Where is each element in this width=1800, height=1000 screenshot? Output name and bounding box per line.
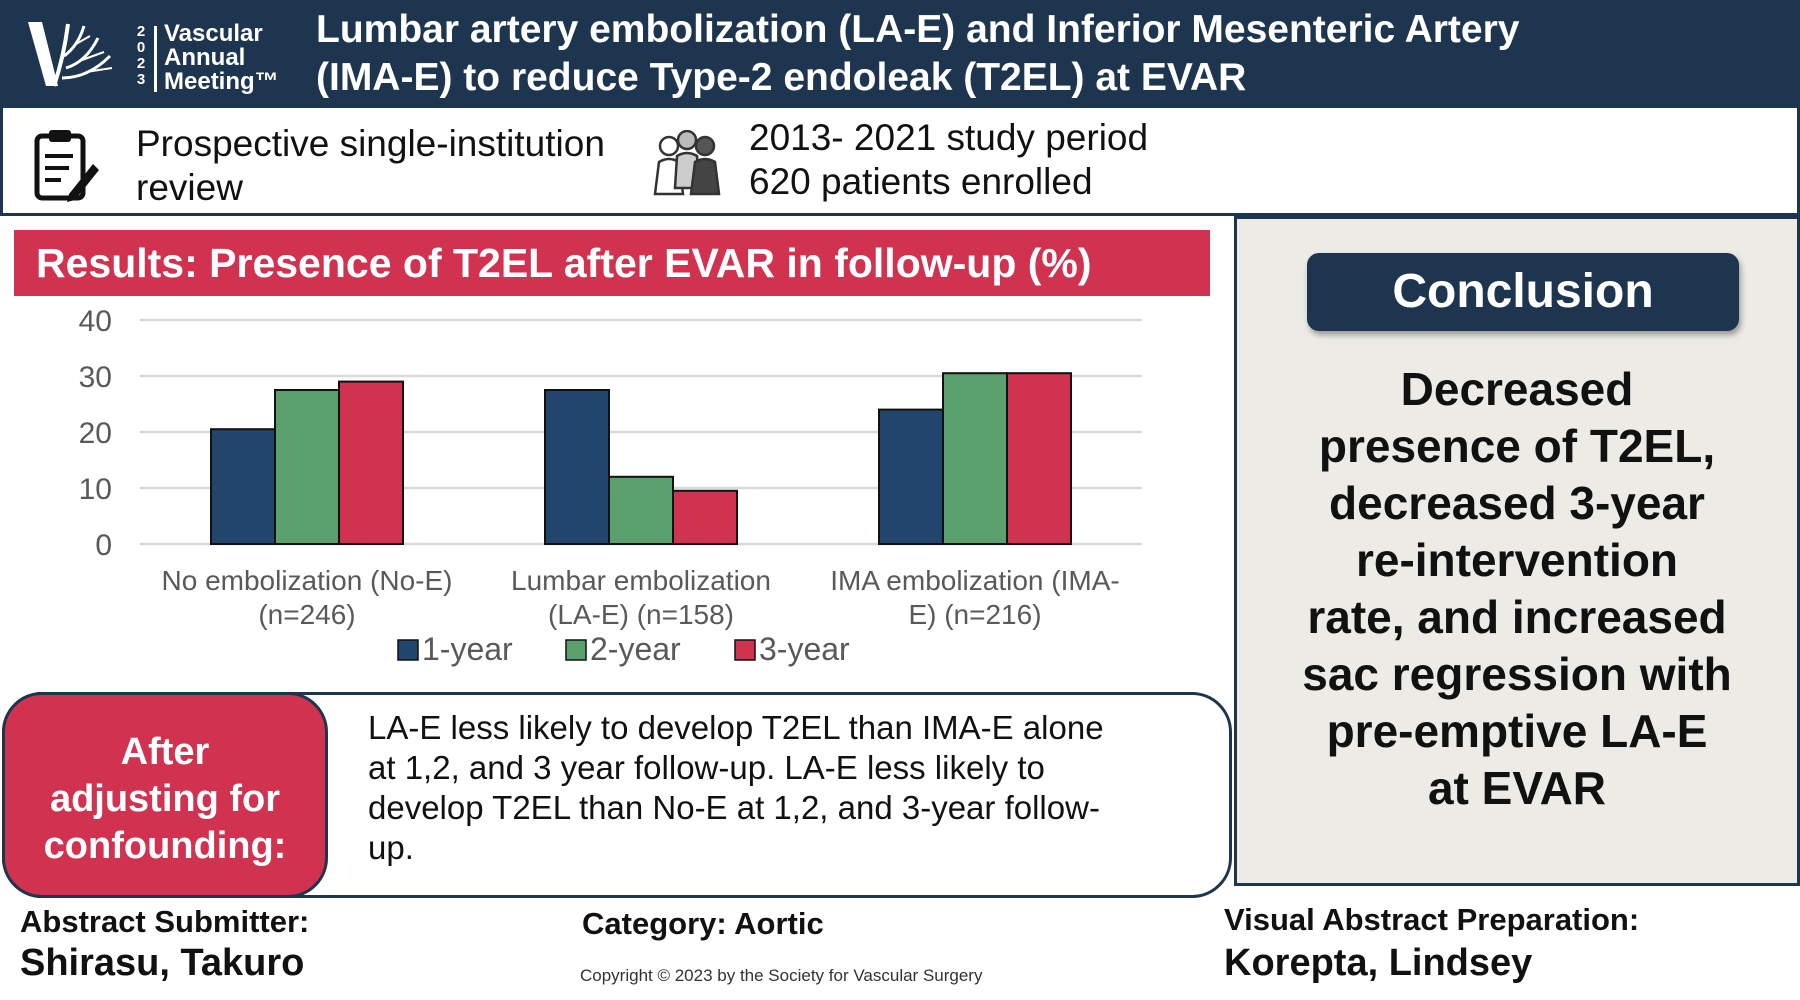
y-tick-label: 20 xyxy=(79,417,112,450)
category-label: Category: Aortic xyxy=(582,906,824,941)
t2el-bar-chart: 0 10 20 30 40 No embolization (No-E)(n=246) Lu… xyxy=(79,305,1142,667)
legend-swatch-3-year xyxy=(734,639,756,661)
conclusion-text: Decreased presence of T2EL, decreased 3-… xyxy=(1302,363,1732,814)
y-tick-label: 0 xyxy=(95,529,112,562)
prep-name: Korepta, Lindsey xyxy=(1224,942,1533,984)
submitter-name: Shirasu, Takuro xyxy=(20,942,305,984)
adjusted-findings-text: LA-E less likely to develop T2EL than IM… xyxy=(368,709,1104,866)
submitter-label: Abstract Submitter: xyxy=(20,904,310,939)
study-design-text: Prospective single-institution review xyxy=(136,123,605,208)
results-banner: Results: Presence of T2EL after EVAR in … xyxy=(14,230,1210,296)
bar-1-year xyxy=(544,389,610,545)
people-group-icon xyxy=(653,130,721,196)
header-bar: 2 0 2 3 Vascular Annual Meeting™ Lumbar … xyxy=(0,0,1800,108)
logo-divider xyxy=(154,26,157,92)
adjusting-label: After adjusting for confounding: xyxy=(2,692,328,898)
copyright-text: Copyright © 2023 by the Society for Vasc… xyxy=(580,966,983,985)
x-category-label: (n=246) xyxy=(258,599,355,630)
legend-swatch-1-year xyxy=(397,639,419,661)
conclusion-panel: Conclusion Decreased presence of T2EL, d… xyxy=(1234,216,1800,886)
logo-year: 2 0 2 3 xyxy=(136,23,146,88)
prep-label: Visual Abstract Preparation: xyxy=(1224,902,1640,937)
study-period-text: 2013- 2021 study period 620 patients enr… xyxy=(749,117,1149,202)
x-category-label: E) (n=216) xyxy=(908,599,1041,630)
bar-2-year xyxy=(274,389,340,545)
bar-3-year xyxy=(1006,372,1072,545)
legend-swatch-2-year xyxy=(565,639,587,661)
y-tick-label: 30 xyxy=(79,361,112,394)
y-tick-label: 40 xyxy=(79,305,112,338)
vascular-tree-logo-icon xyxy=(28,22,113,87)
logo-text: Vascular Annual Meeting™ xyxy=(164,20,279,95)
study-info-strip: Prospective single-institution review 20… xyxy=(0,108,1800,216)
bar-1-year xyxy=(878,408,944,545)
x-category-label: No embolization (No-E) xyxy=(162,565,453,596)
x-category-label: IMA embolization (IMA- xyxy=(830,565,1119,596)
y-tick-label: 10 xyxy=(79,473,112,506)
legend-label: 1-year xyxy=(422,631,513,667)
clipboard-icon xyxy=(34,130,99,202)
x-category-label: Lumbar embolization xyxy=(511,565,771,596)
page-title: Lumbar artery embolization (LA-E) and In… xyxy=(316,8,1520,99)
bar-2-year xyxy=(942,372,1008,545)
legend-label: 3-year xyxy=(759,631,850,667)
bar-3-year xyxy=(672,489,738,546)
bar-3-year xyxy=(338,380,404,545)
conclusion-heading: Conclusion xyxy=(1307,253,1739,331)
bar-1-year xyxy=(210,428,276,545)
legend-label: 2-year xyxy=(590,631,681,667)
bar-2-year xyxy=(608,475,674,545)
x-category-label: (LA-E) (n=158) xyxy=(548,599,734,630)
vam-logo: 2 0 2 3 Vascular Annual Meeting™ xyxy=(10,8,290,100)
